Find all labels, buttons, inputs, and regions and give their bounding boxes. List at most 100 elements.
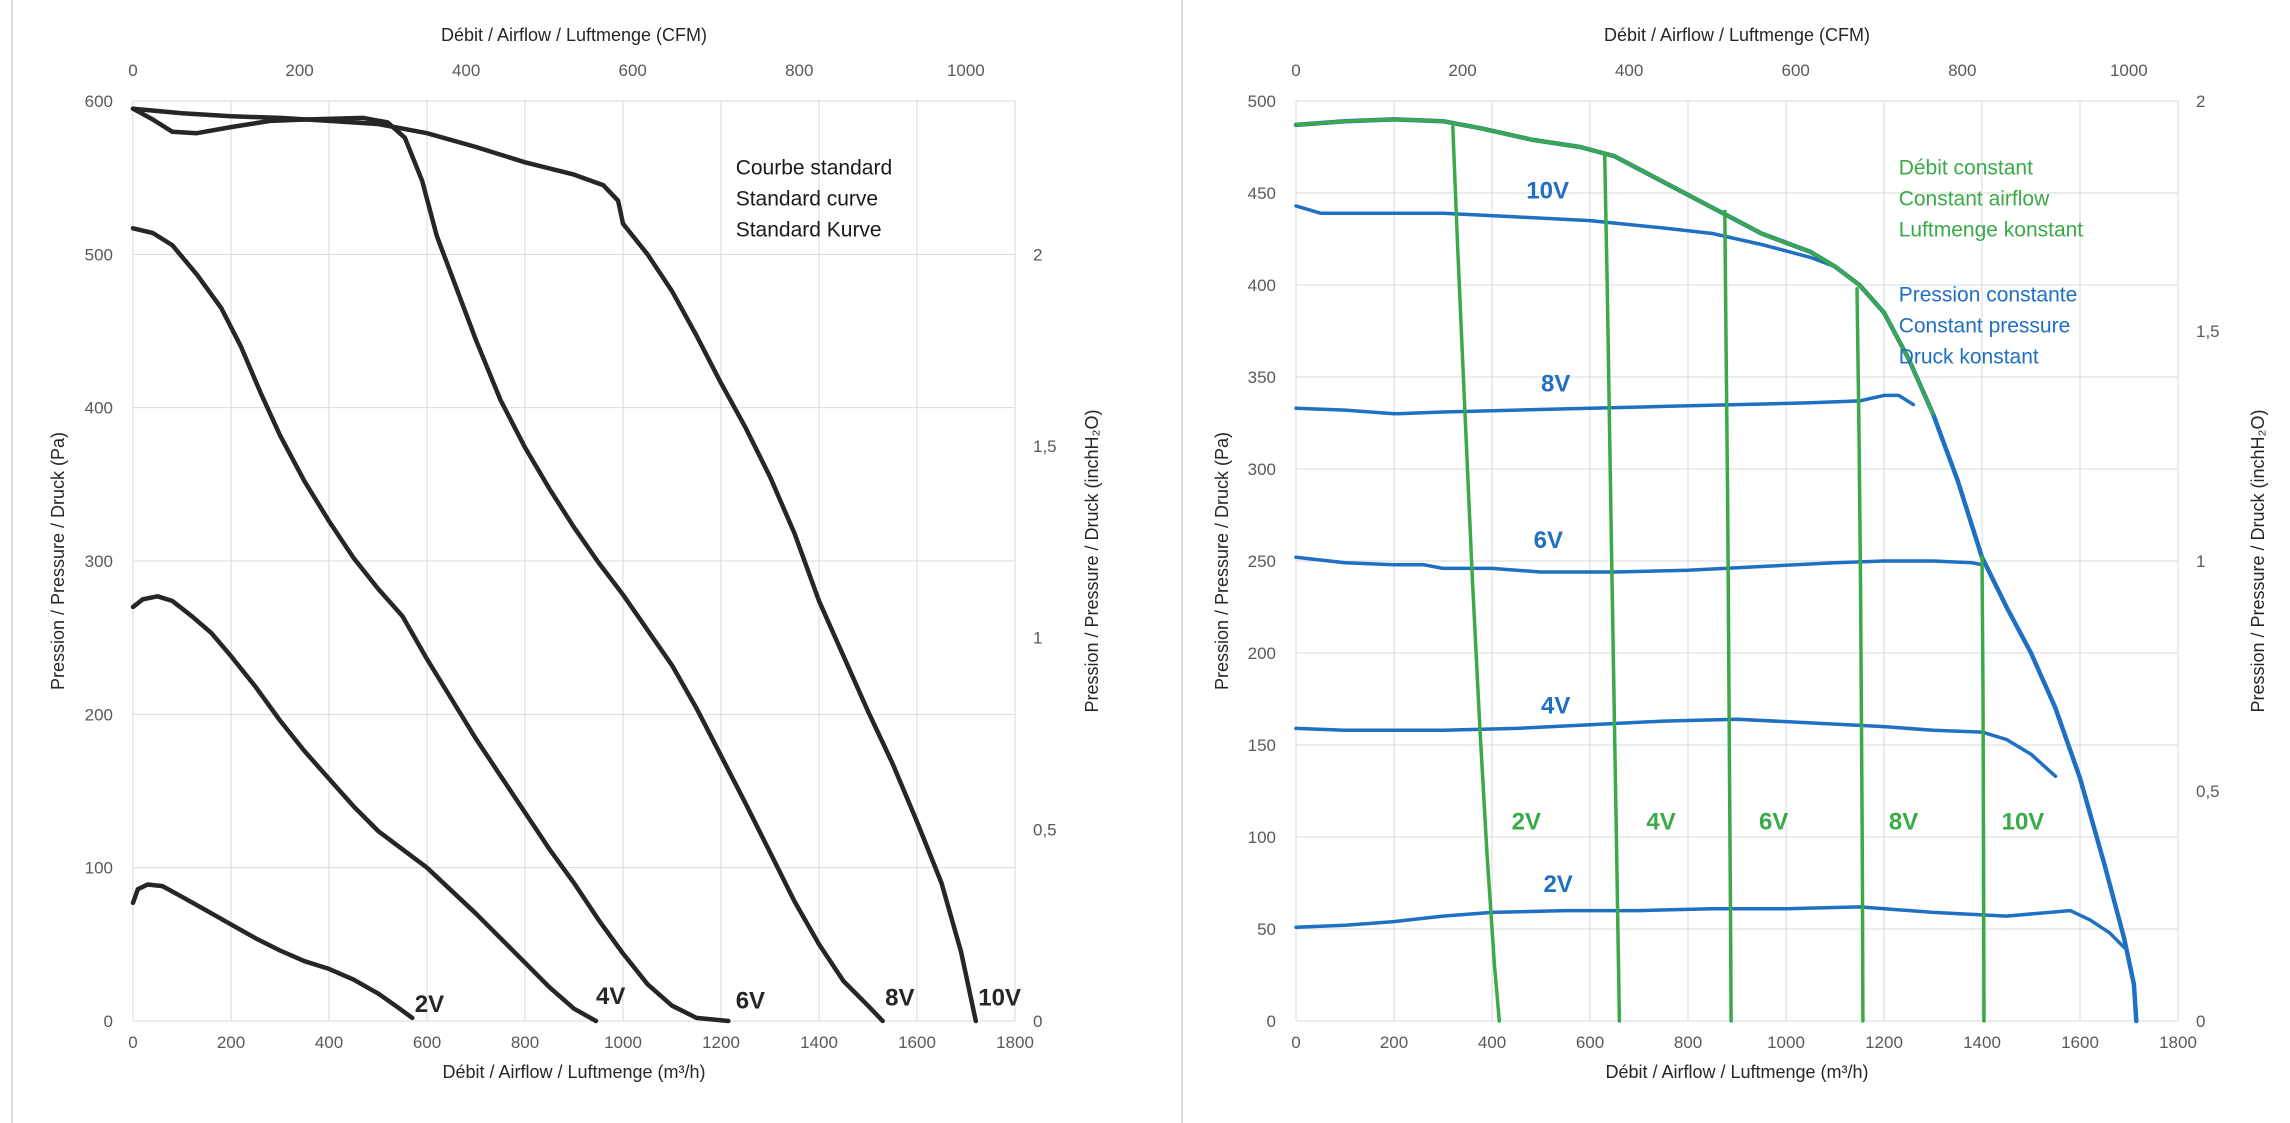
left-x-axis-title: Débit / Airflow / Luftmenge (m³/h)	[442, 1062, 705, 1082]
right-y-tick-label: 150	[1248, 736, 1276, 755]
left-x-tick-label: 0	[128, 1033, 137, 1052]
standard-curve-note-line: Courbe standard	[736, 157, 892, 180]
curve-4v	[130, 594, 599, 1024]
constant-pressure-label-4v: 4V	[1541, 693, 1570, 720]
constant-pressure-label-8v: 8V	[1541, 371, 1570, 398]
constant-pressure-note-line: Constant pressure	[1899, 315, 2071, 338]
left-x2-tick-label: 600	[619, 61, 647, 80]
left-y-tick-label: 600	[85, 92, 113, 111]
right-x-tick-label: 200	[1380, 1033, 1408, 1052]
constant-airflow-label-2v: 2V	[1512, 809, 1541, 836]
left-y2-tick-label: 0,5	[1033, 820, 1057, 839]
constant-pressure-label-2v: 2V	[1543, 871, 1572, 898]
left-y-tick-label: 300	[85, 552, 113, 571]
right-x-axis-title: Débit / Airflow / Luftmenge (m³/h)	[1605, 1062, 1868, 1082]
left-y2-tick-label: 1	[1033, 629, 1042, 648]
right-y-tick-label: 300	[1248, 460, 1276, 479]
constant-airflow-curve-10v	[1980, 555, 1986, 1023]
right-x-tick-label: 400	[1478, 1033, 1506, 1052]
constant-airflow-curve-2v	[1451, 125, 1502, 1023]
right-y2-tick-label: 1,5	[2196, 322, 2220, 341]
right-y2-axis-title: Pression / Pressure / Druck (inchH₂O)	[2248, 409, 2268, 712]
constant-airflow-label-8v: 8V	[1889, 809, 1918, 836]
right-x-tick-label: 1600	[2061, 1033, 2099, 1052]
left-y2-tick-label: 2	[1033, 245, 1042, 264]
right-y-tick-label: 0	[1267, 1012, 1276, 1031]
right-x-tick-label: 1200	[1865, 1033, 1903, 1052]
constant-pressure-note-line: Pression constante	[1899, 284, 2078, 307]
constant-pressure-curve-2v	[1294, 905, 2126, 950]
constant-airflow-label-6v: 6V	[1759, 809, 1788, 836]
right-x-tick-label: 1400	[1963, 1033, 2001, 1052]
right-x2-axis-title: Débit / Airflow / Luftmenge (CFM)	[1604, 25, 1870, 45]
left-y-tick-label: 0	[104, 1012, 113, 1031]
left-y-tick-label: 400	[85, 399, 113, 418]
right-x2-tick-label: 800	[1948, 61, 1976, 80]
right-y-tick-label: 200	[1248, 644, 1276, 663]
left-x-tick-label: 800	[511, 1033, 539, 1052]
constant-airflow-label-10v: 10V	[2002, 809, 2045, 836]
right-x2-tick-label: 0	[1291, 61, 1300, 80]
constant-pressure-curve-4v	[1294, 717, 2058, 779]
right-x2-tick-label: 200	[1448, 61, 1476, 80]
constant-pressure-label-10v: 10V	[1526, 178, 1569, 205]
left-y2-axis-title: Pression / Pressure / Druck (inchH₂O)	[1082, 409, 1102, 712]
curve-2v	[130, 882, 415, 1021]
constant-airflow-note-line: Constant airflow	[1899, 188, 2050, 211]
left-x2-tick-label: 400	[452, 61, 480, 80]
left-x-tick-label: 1600	[898, 1033, 936, 1052]
constant-airflow-curve-8v	[1855, 286, 1865, 1023]
right-y2-tick-label: 0,5	[2196, 782, 2220, 801]
left-y-tick-label: 100	[85, 859, 113, 878]
right-y-tick-label: 400	[1248, 276, 1276, 295]
left-y2-tick-label: 0	[1033, 1012, 1042, 1031]
left-y2-tick-label: 1,5	[1033, 437, 1057, 456]
right-y2-tick-label: 1	[2196, 552, 2205, 571]
right-x-tick-label: 1000	[1767, 1033, 1805, 1052]
left-x-tick-label: 400	[315, 1033, 343, 1052]
curve-10v	[130, 106, 979, 1024]
right-x-tick-label: 800	[1674, 1033, 1702, 1052]
right-x-tick-label: 600	[1576, 1033, 1604, 1052]
right-y-tick-label: 100	[1248, 828, 1276, 847]
curve-label-6v: 6V	[736, 988, 765, 1015]
constant-pressure-note-line: Druck konstant	[1899, 346, 2039, 369]
right-y-tick-label: 250	[1248, 552, 1276, 571]
right-y-tick-label: 500	[1248, 92, 1276, 111]
constant-pressure-curve-10v	[1294, 204, 1837, 269]
constant-airflow-note-line: Débit constant	[1899, 157, 2033, 180]
left-y-axis-title: Pression / Pressure / Druck (Pa)	[48, 432, 68, 690]
curve-label-8v: 8V	[885, 985, 914, 1012]
left-x-tick-label: 1000	[604, 1033, 642, 1052]
right-y2-tick-label: 2	[2196, 92, 2205, 111]
standard-curve-note-line: Standard Kurve	[736, 219, 882, 242]
constant-airflow-curve-4v	[1602, 152, 1622, 1023]
constant-airflow-curve-6v	[1723, 209, 1733, 1023]
curve-label-2v: 2V	[415, 991, 444, 1018]
right-y-tick-label: 50	[1257, 920, 1276, 939]
left-x2-axis-title: Débit / Airflow / Luftmenge (CFM)	[441, 25, 707, 45]
curve-6v	[130, 226, 731, 1024]
constant-airflow-envelope	[1294, 117, 1935, 416]
constant-pressure-curve-6v	[1294, 555, 1984, 574]
right-y2-tick-label: 0	[2196, 1012, 2205, 1031]
left-x2-tick-label: 1000	[947, 61, 985, 80]
right-x2-tick-label: 600	[1782, 61, 1810, 80]
left-y-tick-label: 500	[85, 245, 113, 264]
left-x2-tick-label: 0	[128, 61, 137, 80]
left-x-tick-label: 1400	[800, 1033, 838, 1052]
right-x2-tick-label: 1000	[2110, 61, 2148, 80]
right-x-tick-label: 0	[1291, 1033, 1300, 1052]
constant-airflow-note-line: Luftmenge konstant	[1899, 219, 2084, 242]
left-x-tick-label: 1200	[702, 1033, 740, 1052]
constant-pressure-label-6v: 6V	[1534, 527, 1563, 554]
right-y-axis-title: Pression / Pressure / Druck (Pa)	[1212, 432, 1232, 690]
right-y-tick-label: 450	[1248, 184, 1276, 203]
left-x-tick-label: 200	[217, 1033, 245, 1052]
curve-label-10v: 10V	[978, 985, 1021, 1012]
left-x2-tick-label: 800	[785, 61, 813, 80]
constant-airflow-label-4v: 4V	[1646, 809, 1675, 836]
left-x-tick-label: 1800	[996, 1033, 1034, 1052]
